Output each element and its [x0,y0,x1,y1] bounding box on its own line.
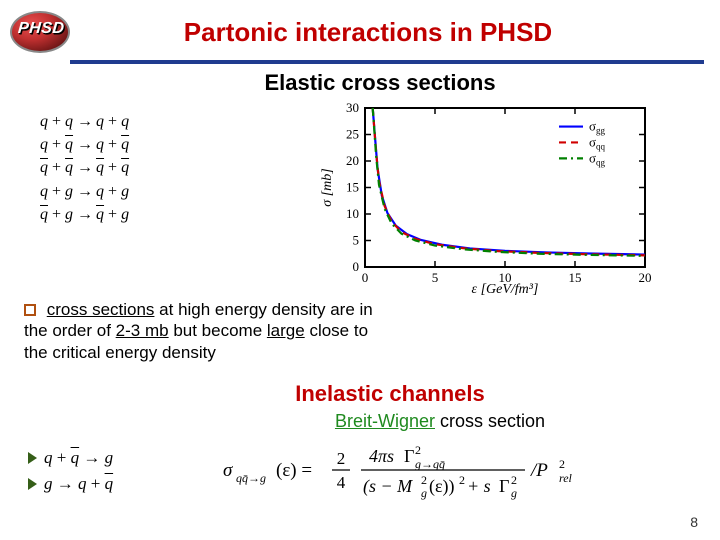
svg-text:Γ: Γ [404,446,414,466]
svg-text:5: 5 [432,270,439,285]
svg-text:0: 0 [353,259,360,274]
elastic-reactions: q + q → q + qq + q → q + qq + q → q + qq… [40,100,270,226]
bullet-text-1: cross sections [47,300,155,319]
title-rule [70,60,704,64]
svg-text:5: 5 [353,233,360,248]
svg-text:20: 20 [639,270,652,285]
svg-text:20: 20 [346,153,359,168]
elastic-row: q + q → q + qq + q → q + qq + q → q + qq… [0,100,720,295]
inelastic-reactions: q + q → gg → q + q [28,445,218,496]
elastic-bullet: cross sections at high energy density ar… [0,295,420,363]
reaction-line: q + q → q + q [40,133,270,156]
breit-wigner-label: Breit-Wigner [335,411,435,431]
page-title: Partonic interactions in PHSD [72,17,704,48]
svg-text:qq̄→g: qq̄→g [236,471,266,485]
svg-text:2: 2 [459,473,465,487]
svg-text:2: 2 [511,473,517,487]
inelastic-title: Inelastic channels [0,381,720,407]
reaction-line: q + q → q + q [40,110,270,133]
bw-formula: σqq̄→g(ε) =244πsΓ2g→qq̄(s − M2g(ε))2 + s… [218,438,700,504]
inelastic-row: q + q → gg → q + q σqq̄→g(ε) =244πsΓ2g→q… [0,438,720,504]
svg-text:2: 2 [415,443,421,457]
reaction-line: q + g → q + g [40,203,270,226]
svg-text:15: 15 [569,270,582,285]
svg-text:30: 30 [346,100,359,115]
reaction-line: q + q → q + q [40,156,270,179]
svg-text:σ: σ [223,460,233,481]
svg-text:2: 2 [337,449,346,468]
bullet-square-icon [24,304,36,316]
bullet-text-4: but become [173,321,267,340]
svg-text:g: g [511,486,517,500]
svg-text:(ε)): (ε)) [429,476,455,497]
bullet-text-3: 2-3 mb [116,321,169,340]
inelastic-reaction-2: g → q + q [28,471,218,497]
cross-section-chart: 05101520051015202530ε [GeV/fm³]σ [mb]σgg… [270,100,704,295]
svg-text:2: 2 [421,473,427,487]
svg-text:(s − M: (s − M [363,476,413,497]
svg-text:σqq: σqq [589,134,606,151]
svg-text:4πs: 4πs [369,446,394,466]
svg-text:+ s: + s [467,476,491,496]
svg-text:g→qq̄: g→qq̄ [415,457,445,471]
svg-text:σgg: σgg [589,119,606,136]
breit-wigner-tail: cross section [440,411,545,431]
svg-text:σqg: σqg [589,150,606,167]
breit-wigner-line: Breit-Wigner cross section [0,411,720,432]
svg-text:4: 4 [337,473,346,492]
svg-text:rel: rel [559,471,573,485]
svg-text:10: 10 [346,206,359,221]
svg-text:25: 25 [346,127,359,142]
bullet-text-5: large [267,321,305,340]
svg-text:0: 0 [362,270,369,285]
svg-text:/P: /P [530,460,548,481]
reaction-line: q + g → q + g [40,180,270,203]
page-number: 8 [690,514,698,530]
svg-text:Γ: Γ [499,476,509,496]
phsd-logo: PHSD [8,8,72,56]
svg-text:15: 15 [346,180,359,195]
inelastic-reaction-1: q + q → g [28,445,218,471]
logo-text: PHSD [17,20,65,38]
svg-text:2: 2 [559,457,565,471]
svg-text:(ε) =: (ε) = [276,460,312,481]
elastic-subtitle: Elastic cross sections [0,70,720,96]
svg-text:g: g [421,486,427,500]
svg-text:ε [GeV/fm³]: ε [GeV/fm³] [472,282,539,295]
header: PHSD Partonic interactions in PHSD [0,0,720,56]
svg-text:σ [mb]: σ [mb] [320,168,335,206]
